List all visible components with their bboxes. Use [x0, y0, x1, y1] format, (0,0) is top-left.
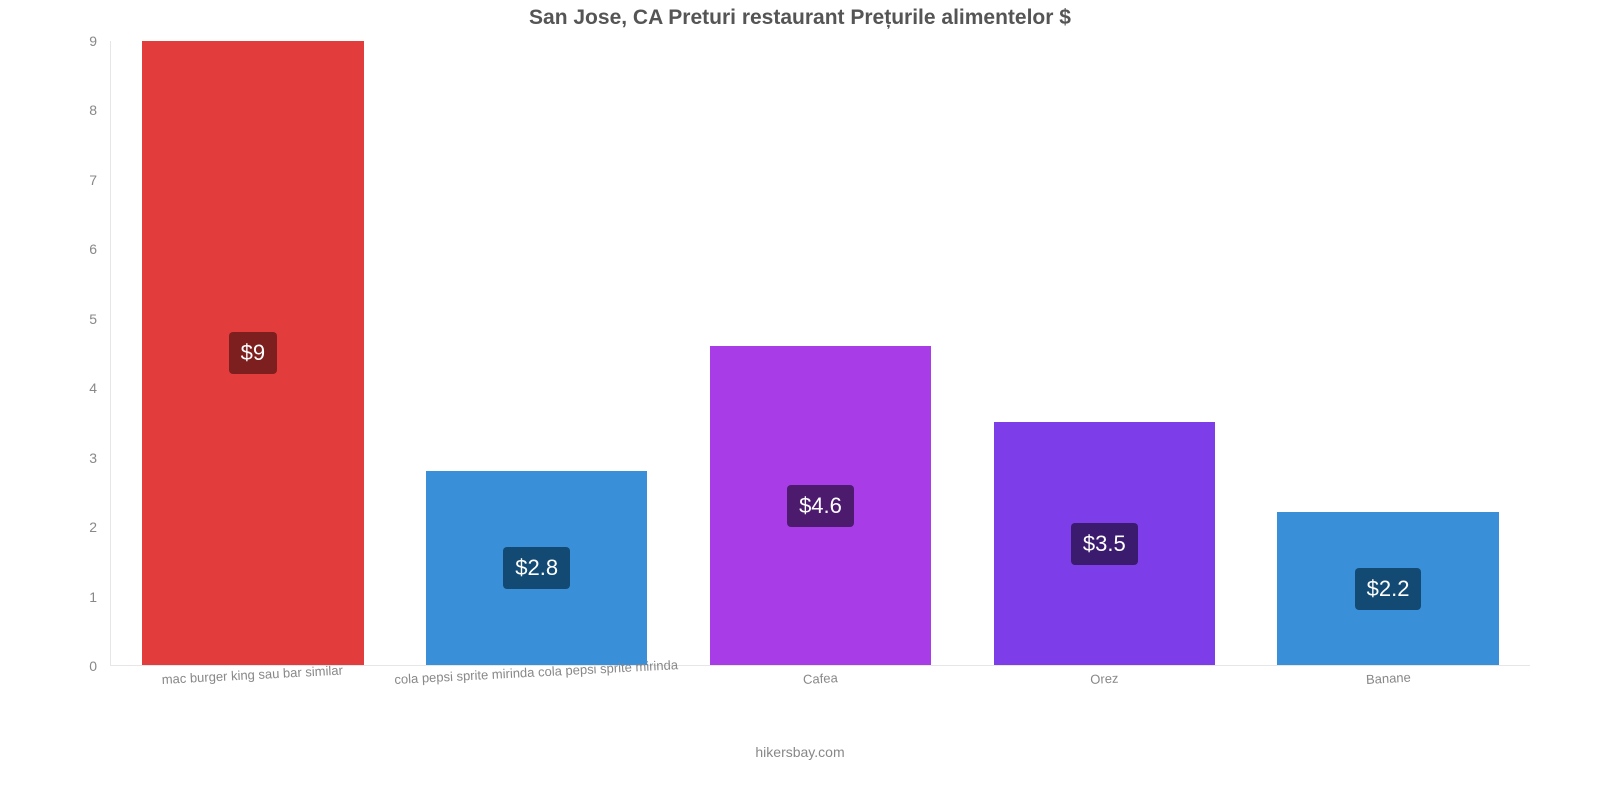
- bar-slot: $2.8: [395, 41, 679, 665]
- y-axis-ticks: 0123456789: [50, 41, 105, 666]
- y-tick-label: 0: [89, 658, 97, 674]
- y-tick-label: 6: [89, 241, 97, 257]
- y-tick-label: 4: [89, 380, 97, 396]
- bar: $3.5: [994, 422, 1215, 665]
- bar-slot: $3.5: [962, 41, 1246, 665]
- y-tick-label: 2: [89, 519, 97, 535]
- bar-value-label: $2.2: [1355, 568, 1422, 610]
- bar: $9: [142, 41, 363, 665]
- y-tick-label: 8: [89, 102, 97, 118]
- bar-value-label: $9: [229, 332, 277, 374]
- x-label-slot: mac burger king sau bar similar: [110, 666, 394, 716]
- bar: $2.8: [426, 471, 647, 665]
- x-axis-label: Cafea: [803, 670, 838, 687]
- y-tick-label: 3: [89, 450, 97, 466]
- chart-area: 0 1 2 3 4 5 6 7 8 9 $9 $2.8 $4.6 $3.5 $2.2 mac burger…: [50, 36, 1550, 716]
- x-label-slot: Banane: [1246, 666, 1530, 716]
- chart-container: San Jose, CA Preturi restaurant Prețuril…: [0, 0, 1600, 800]
- x-axis-label: Orez: [1090, 671, 1119, 687]
- x-axis-labels: mac burger king sau bar similar cola peps…: [110, 666, 1530, 716]
- x-label-slot: Orez: [962, 666, 1246, 716]
- chart-title: San Jose, CA Preturi restaurant Prețuril…: [529, 6, 1071, 30]
- bar: $2.2: [1277, 512, 1498, 665]
- bar-slot: $9: [111, 41, 395, 665]
- plot-area: $9 $2.8 $4.6 $3.5 $2.2: [110, 41, 1530, 666]
- bar-value-label: $2.8: [503, 547, 570, 589]
- bar-value-label: $3.5: [1071, 523, 1138, 565]
- x-label-slot: Cafea: [678, 666, 962, 716]
- y-tick-label: 9: [89, 33, 97, 49]
- bar-value-label: $4.6: [787, 485, 854, 527]
- attribution-text: hikersbay.com: [755, 744, 844, 760]
- bars-group: $9 $2.8 $4.6 $3.5 $2.2: [111, 41, 1530, 665]
- x-label-slot: cola pepsi sprite mirinda cola pepsi spr…: [394, 666, 678, 716]
- bar: $4.6: [710, 346, 931, 665]
- bar-slot: $4.6: [679, 41, 963, 665]
- x-axis-label: mac burger king sau bar similar: [161, 663, 343, 687]
- y-tick-label: 1: [89, 589, 97, 605]
- y-tick-label: 5: [89, 311, 97, 327]
- x-axis-label: Banane: [1366, 670, 1412, 687]
- bar-slot: $2.2: [1246, 41, 1530, 665]
- y-tick-label: 7: [89, 172, 97, 188]
